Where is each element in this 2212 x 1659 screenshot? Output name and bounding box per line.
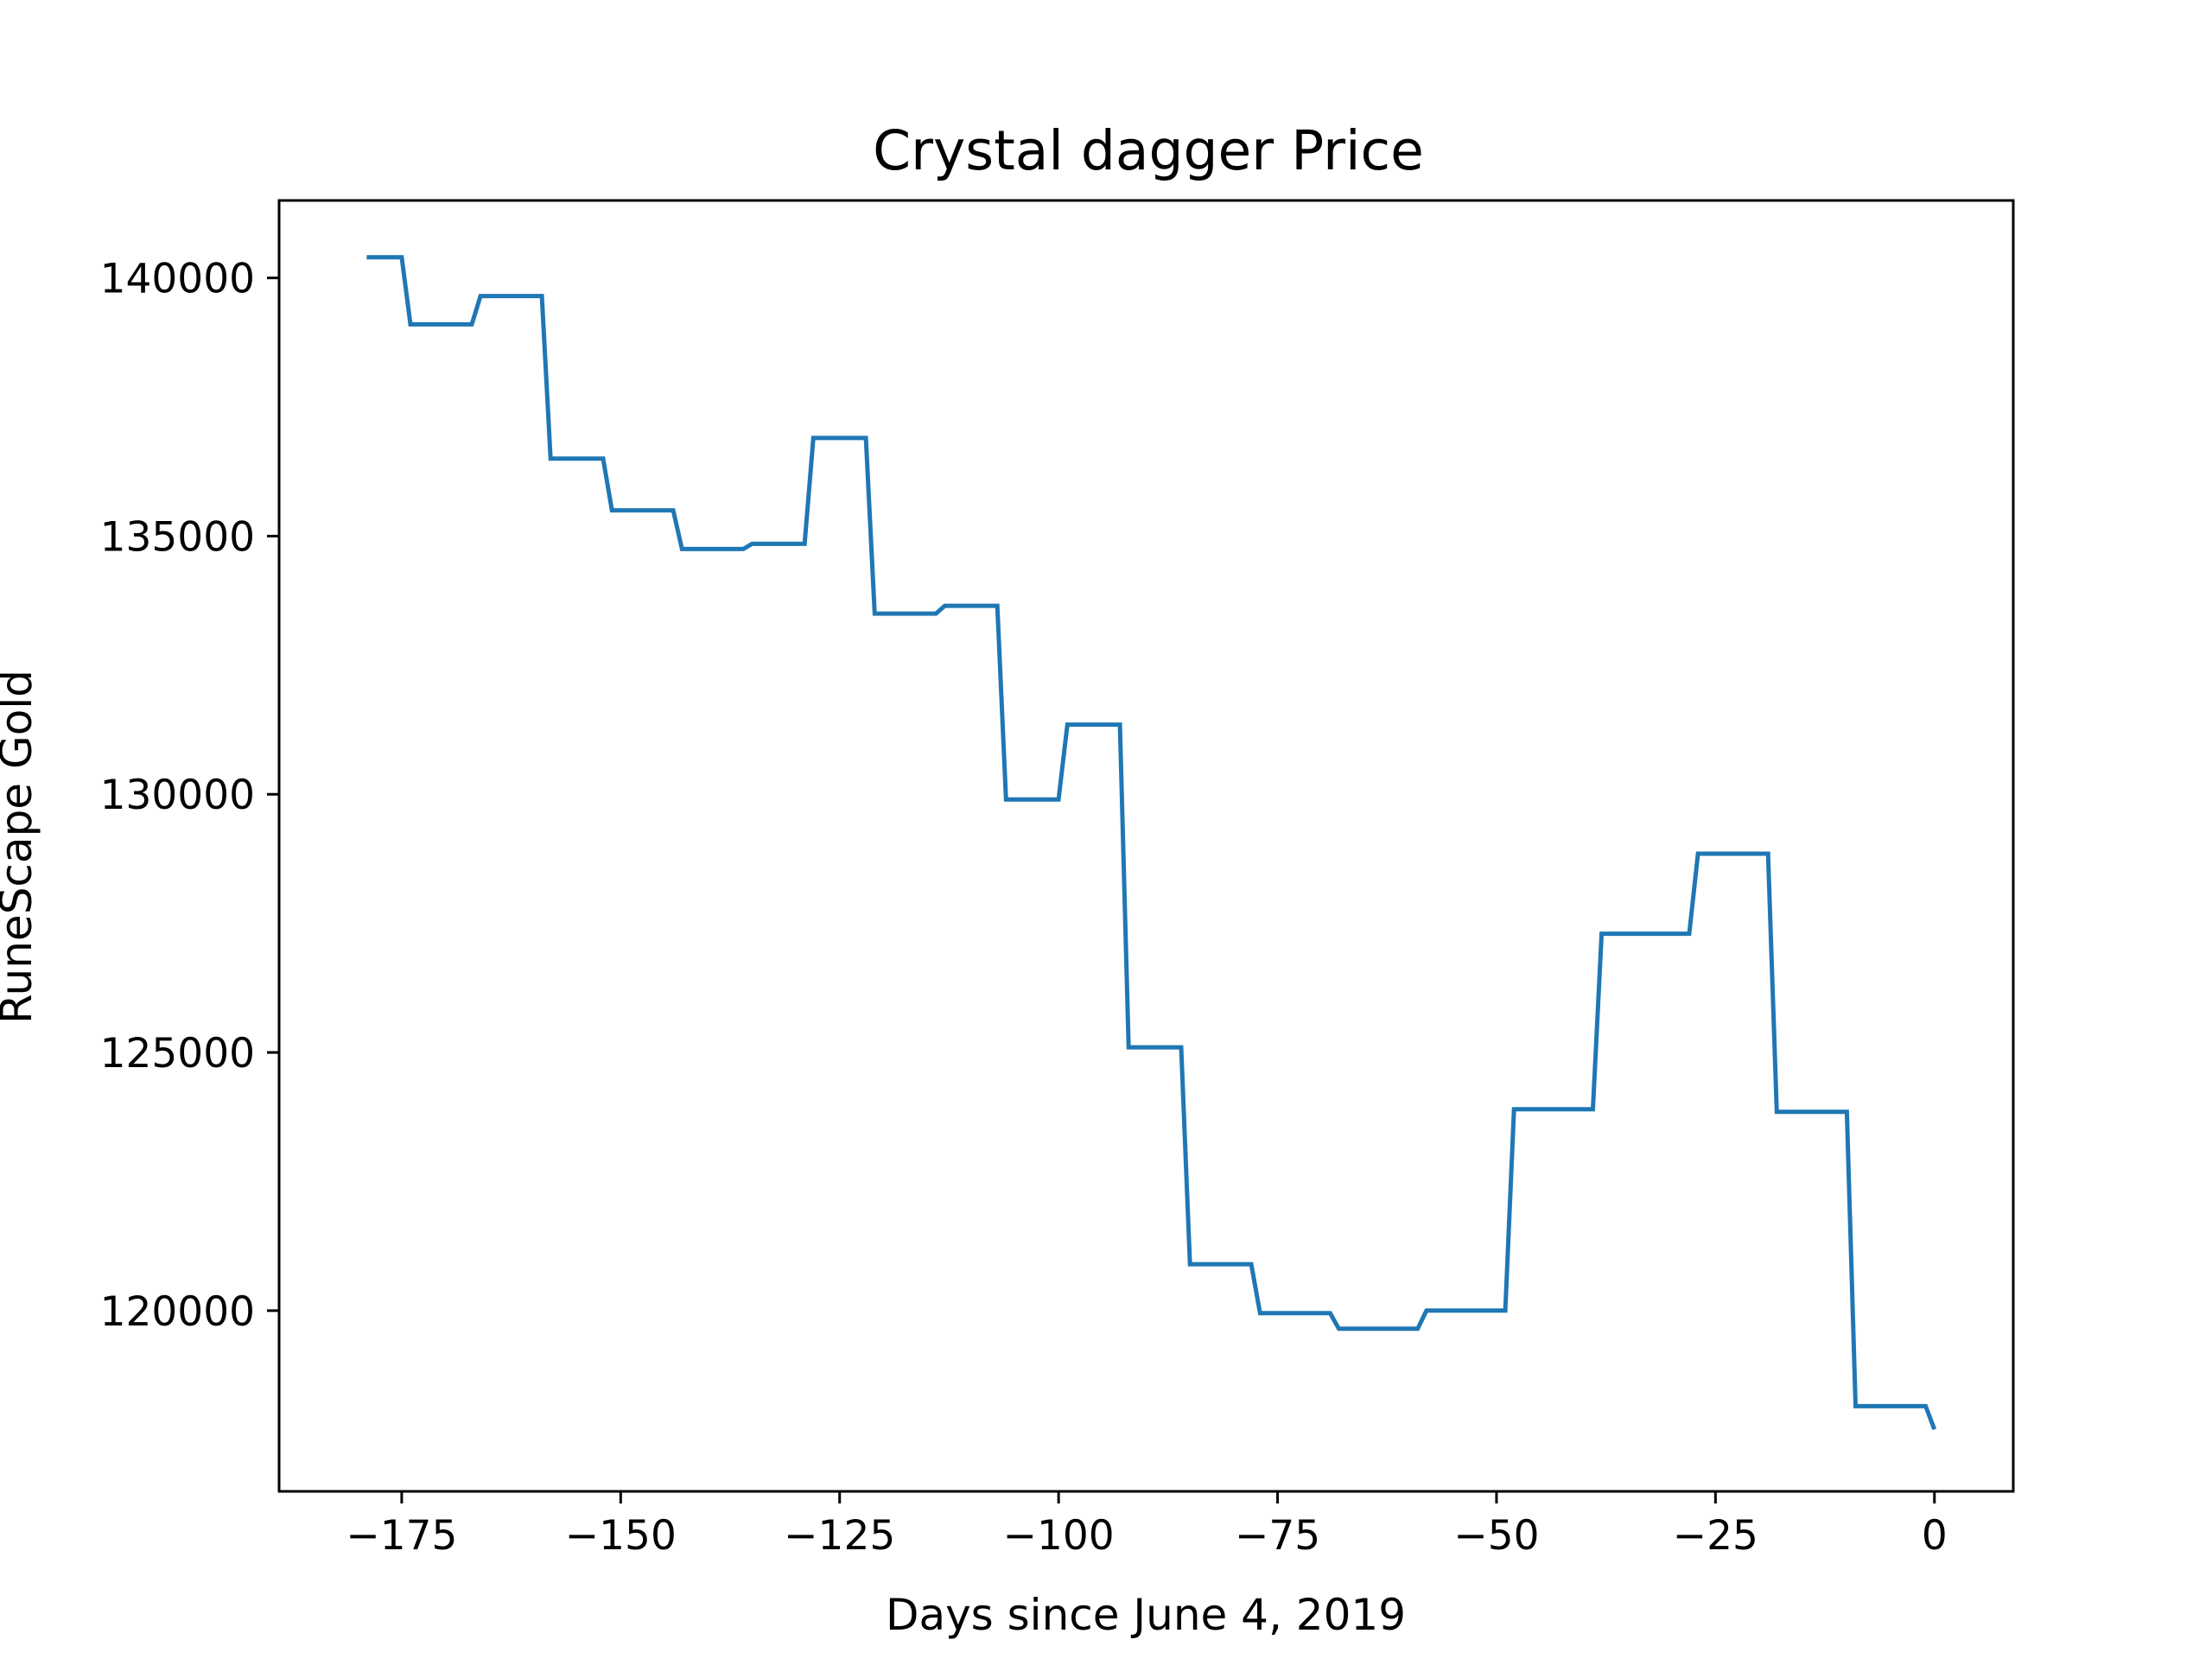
x-tick-label: −50 [1453,1512,1539,1560]
x-axis-label: Days since June 4, 2019 [886,1590,1406,1640]
y-tick-label: 135000 [100,513,255,561]
y-axis-ticks: 120000 125000 130000 135000 140000 [100,256,279,1336]
plot-frame [277,199,2015,1493]
x-tick-label: −150 [565,1512,677,1560]
y-tick-label: 120000 [100,1288,255,1336]
y-tick-label: 125000 [100,1030,255,1077]
x-tick-label: −25 [1673,1512,1758,1560]
y-tick-label: 130000 [100,772,255,819]
y-axis-label: RuneScape Gold [0,670,41,1024]
price-series-line [366,255,1937,1431]
x-tick-label: −125 [784,1512,895,1560]
x-tick-label: 0 [1922,1512,1948,1560]
x-tick-label: −75 [1235,1512,1320,1560]
x-tick-label: −100 [1003,1512,1115,1560]
chart-title: Crystal dagger Price [873,119,1424,182]
x-tick-label: −175 [346,1512,457,1560]
y-tick-label: 140000 [100,256,255,303]
line-layer [366,255,1937,1431]
x-axis-ticks: −175 −150 −125 −100 −75 −50 −25 0 [346,1491,1948,1560]
